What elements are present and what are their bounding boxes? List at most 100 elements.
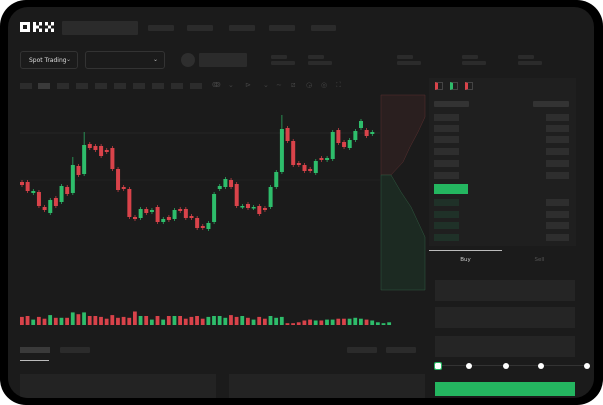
volume-bar xyxy=(20,316,24,325)
timeframe-button[interactable] xyxy=(95,83,107,89)
stat-value xyxy=(397,61,421,65)
slider-mark[interactable] xyxy=(538,363,544,369)
slider-mark[interactable] xyxy=(466,363,472,369)
candle xyxy=(262,208,267,210)
ask-price xyxy=(434,114,459,121)
tab-open-orders[interactable] xyxy=(20,347,50,353)
volume-bar xyxy=(82,312,86,325)
candle xyxy=(161,219,166,222)
candle xyxy=(59,186,64,202)
volume-bar xyxy=(302,320,307,325)
bottom-action[interactable] xyxy=(347,347,377,353)
ask-amount xyxy=(546,114,569,121)
candlestick-chart[interactable] xyxy=(8,7,438,337)
nav-item[interactable] xyxy=(148,25,174,31)
pair-dropdown[interactable]: ⌄ xyxy=(85,51,165,69)
volume-bar xyxy=(172,316,177,325)
volume-bar xyxy=(325,319,329,325)
candle xyxy=(20,182,24,185)
volume-bar xyxy=(110,315,115,325)
bid-price xyxy=(434,234,459,241)
candle xyxy=(206,223,211,229)
indicator-icon[interactable]: ↂ xyxy=(212,81,221,89)
candle xyxy=(25,182,30,191)
wave-icon[interactable]: ∼ xyxy=(276,81,282,89)
candle xyxy=(127,189,132,217)
amount-input[interactable] xyxy=(435,307,575,328)
nav-item[interactable] xyxy=(311,25,336,31)
slider-mark[interactable] xyxy=(584,363,590,369)
bottom-action[interactable] xyxy=(386,347,416,353)
candle xyxy=(42,207,47,210)
fullscreen-icon[interactable]: ⛶ xyxy=(336,81,341,89)
timeframe-button[interactable] xyxy=(133,83,145,89)
volume-bar xyxy=(42,318,47,325)
candle xyxy=(104,150,109,152)
bid-amount xyxy=(546,199,569,206)
nav-item[interactable] xyxy=(187,25,213,31)
book-bids-icon[interactable] xyxy=(450,82,458,90)
candle xyxy=(116,169,121,190)
volume-bar xyxy=(53,317,58,325)
candle xyxy=(330,132,335,159)
ask-price xyxy=(434,148,459,155)
bid-amount xyxy=(546,234,569,241)
okx-logo[interactable] xyxy=(20,22,58,33)
timeframe-button[interactable] xyxy=(38,83,50,89)
price-input[interactable] xyxy=(435,280,575,301)
book-both-icon[interactable] xyxy=(435,82,443,90)
timeframe-button[interactable] xyxy=(20,83,32,89)
candle xyxy=(99,146,104,156)
timeframe-button[interactable] xyxy=(57,83,69,89)
slider-mark[interactable] xyxy=(503,363,509,369)
timeframe-button[interactable] xyxy=(114,83,126,89)
volume-bar xyxy=(347,318,352,325)
ruler-icon[interactable]: ⧄ xyxy=(291,81,296,89)
spot-trading-dropdown[interactable]: Spot Trading ⌄ xyxy=(20,51,78,69)
volume-bar xyxy=(274,317,279,325)
volume-bar xyxy=(359,318,363,325)
timeframe-button[interactable] xyxy=(152,83,164,89)
candle xyxy=(195,218,200,228)
tab-sell[interactable]: Sell xyxy=(534,257,545,263)
candle xyxy=(183,209,188,218)
candle xyxy=(178,209,183,211)
stat-value xyxy=(308,61,332,65)
tab-order-history[interactable] xyxy=(60,347,90,353)
ask-price xyxy=(434,160,459,167)
candle xyxy=(308,169,313,171)
candle xyxy=(302,165,307,171)
draw-icon[interactable]: ⊳ xyxy=(245,81,251,89)
candle xyxy=(364,130,369,136)
volume-bar xyxy=(336,318,341,325)
nav-item[interactable] xyxy=(229,25,255,31)
volume-bar xyxy=(330,319,335,325)
volume-bar xyxy=(48,315,53,325)
book-asks-icon[interactable] xyxy=(465,82,473,90)
chevron-down-icon[interactable]: ⌄ xyxy=(228,81,234,89)
tab-buy[interactable]: Buy xyxy=(460,257,471,263)
volume-bar xyxy=(36,316,41,325)
timeframe-button[interactable] xyxy=(171,83,183,89)
candle xyxy=(133,217,137,219)
search-input[interactable] xyxy=(62,21,138,35)
volume-bar xyxy=(149,319,154,325)
camera-icon[interactable]: ◶ xyxy=(306,81,313,89)
buy-button[interactable] xyxy=(435,382,575,396)
nav-item[interactable] xyxy=(269,25,295,31)
amount-slider[interactable] xyxy=(439,365,589,366)
total-input[interactable] xyxy=(435,336,575,357)
app-screen: Spot Trading ⌄ ⌄ ↂ ⌄ ⊳ ⌄ ∼ ⧄ ◶ ◎ ⛶ Buy S… xyxy=(8,7,594,398)
candle xyxy=(347,140,352,148)
orderbook-header-price xyxy=(434,101,469,107)
timeframe-button[interactable] xyxy=(190,83,202,89)
volume-bar xyxy=(116,317,120,325)
ask-amount xyxy=(546,148,569,155)
mid-price xyxy=(434,184,468,194)
slider-handle[interactable] xyxy=(434,362,442,370)
candle xyxy=(189,216,194,218)
timeframe-button[interactable] xyxy=(76,83,88,89)
settings-icon[interactable]: ◎ xyxy=(321,81,328,89)
candle xyxy=(144,209,149,213)
chevron-down-icon[interactable]: ⌄ xyxy=(263,81,269,89)
